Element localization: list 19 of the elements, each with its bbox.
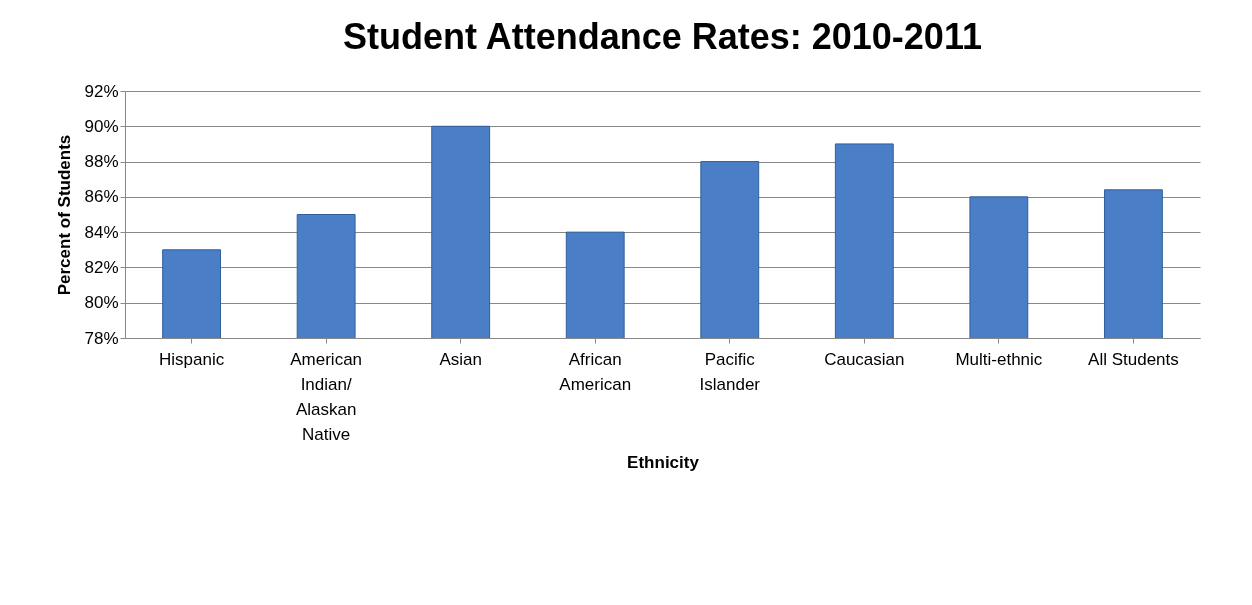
x-tick-label: African American (559, 349, 632, 394)
y-tick-label: 88% (84, 152, 119, 172)
x-tick-label: American Indian/ Alaskan Native (290, 349, 363, 444)
x-axis-title: Ethnicity (627, 452, 700, 472)
y-tick-label: 92% (84, 81, 119, 101)
x-tick-label: All Students (1088, 349, 1179, 369)
x-tick-label: Hispanic (159, 349, 225, 369)
y-tick-label: 86% (84, 187, 119, 207)
x-tick-label: Asian (439, 349, 482, 369)
y-tick-label: 84% (84, 222, 119, 242)
y-tick-label: 78% (84, 328, 119, 348)
x-tick-label: Pacific Islander (699, 349, 761, 394)
y-axis-title: Percent of Students (55, 134, 75, 296)
y-tick-label: 90% (84, 116, 119, 136)
chart-title: Student Attendance Rates: 2010-2011 (343, 16, 982, 57)
x-tick-label: Multi-ethnic (955, 349, 1043, 369)
x-tick-label: Caucasian (824, 349, 905, 369)
y-tick-label: 82% (84, 257, 119, 277)
y-tick-label: 80% (84, 293, 119, 313)
